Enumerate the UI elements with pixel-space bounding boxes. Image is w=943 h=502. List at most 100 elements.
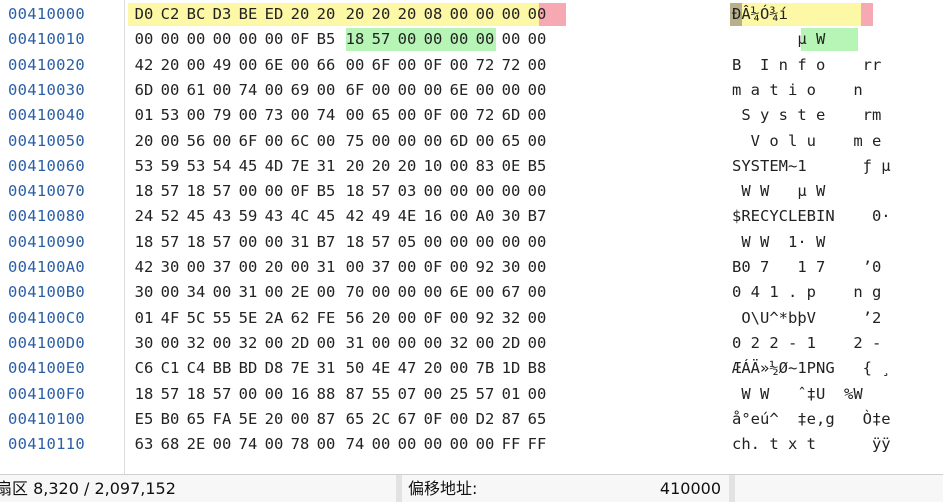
hex-byte[interactable]: 32 xyxy=(501,308,521,327)
hex-byte[interactable]: B7 xyxy=(527,207,547,226)
hex-byte[interactable]: 45 xyxy=(186,207,206,226)
hex-byte[interactable]: 00 xyxy=(290,106,310,125)
hex-byte[interactable]: 42 xyxy=(134,55,154,74)
hex-byte[interactable]: 00 xyxy=(238,106,258,125)
hex-byte[interactable]: 00 xyxy=(160,131,180,150)
hex-byte[interactable]: 00 xyxy=(397,106,417,125)
hex-byte[interactable]: 0F xyxy=(423,106,443,125)
hex-byte[interactable]: 20 xyxy=(134,131,154,150)
hex-byte[interactable]: 00 xyxy=(397,308,417,327)
hex-byte[interactable]: 00 xyxy=(212,131,232,150)
hex-byte[interactable]: 31 xyxy=(316,156,336,175)
hex-byte[interactable]: 00 xyxy=(449,182,469,201)
hex-byte[interactable]: 00 xyxy=(475,5,495,23)
hex-byte[interactable]: 20 xyxy=(371,308,391,327)
hex-byte[interactable]: 57 xyxy=(475,384,495,403)
hex-byte[interactable]: 00 xyxy=(449,30,469,49)
hex-byte[interactable]: 79 xyxy=(212,106,232,125)
hex-byte[interactable]: 57 xyxy=(371,182,391,201)
hex-byte[interactable]: 00 xyxy=(475,435,495,454)
hex-byte[interactable]: 25 xyxy=(449,384,469,403)
hex-view[interactable]: 00410000 D0 C2 BC D3 BE ED 20 20 20 20 20 08 00 00 00 00… xyxy=(0,0,943,474)
hex-byte[interactable]: 01 xyxy=(501,384,521,403)
hex-byte[interactable]: 00 xyxy=(160,80,180,99)
hex-byte[interactable]: 18 xyxy=(345,30,365,49)
hex-byte[interactable]: 00 xyxy=(316,131,336,150)
hex-byte[interactable]: 53 xyxy=(134,156,154,175)
hex-byte[interactable]: 59 xyxy=(160,156,180,175)
hex-byte[interactable]: 00 xyxy=(527,55,547,74)
hex-byte[interactable]: 10 xyxy=(423,156,443,175)
hex-byte[interactable]: 72 xyxy=(501,55,521,74)
hex-byte[interactable]: 00 xyxy=(475,80,495,99)
hex-byte[interactable]: 7B xyxy=(475,359,495,378)
hex-byte[interactable]: 00 xyxy=(371,283,391,302)
hex-byte[interactable]: 31 xyxy=(316,359,336,378)
hex-byte[interactable]: FA xyxy=(212,409,232,428)
hex-byte[interactable]: 31 xyxy=(238,283,258,302)
hex-byte[interactable]: 00 xyxy=(397,131,417,150)
hex-byte[interactable]: 7E xyxy=(290,359,310,378)
hex-byte[interactable]: 75 xyxy=(345,131,365,150)
hex-byte[interactable]: 30 xyxy=(501,258,521,276)
hex-byte[interactable]: B5 xyxy=(316,30,336,49)
hex-byte[interactable]: 00 xyxy=(264,182,284,201)
hex-byte[interactable]: 00 xyxy=(212,283,232,302)
hex-byte[interactable]: 18 xyxy=(134,182,154,201)
hex-byte[interactable]: 05 xyxy=(397,232,417,251)
hex-byte[interactable]: 69 xyxy=(290,80,310,99)
hex-byte[interactable]: 6D xyxy=(134,80,154,99)
hex-byte[interactable]: 20 xyxy=(423,359,443,378)
hex-byte[interactable]: 00 xyxy=(238,55,258,74)
hex-byte[interactable]: 00 xyxy=(475,182,495,201)
hex-byte[interactable]: B5 xyxy=(527,156,547,175)
hex-byte[interactable]: 00 xyxy=(290,409,310,428)
ascii-text[interactable]: W W µ W xyxy=(732,182,826,201)
hex-byte[interactable]: 00 xyxy=(397,258,417,276)
hex-byte[interactable]: B0 xyxy=(160,409,180,428)
hex-byte[interactable]: 00 xyxy=(371,435,391,454)
hex-byte[interactable]: 0F xyxy=(423,55,443,74)
hex-byte[interactable]: 6F xyxy=(371,55,391,74)
hex-byte[interactable]: 5C xyxy=(186,308,206,327)
ascii-text[interactable]: V o l u m e xyxy=(732,131,882,150)
hex-byte[interactable]: 2E xyxy=(290,283,310,302)
hex-byte[interactable]: 65 xyxy=(371,106,391,125)
hex-byte[interactable]: 34 xyxy=(186,283,206,302)
hex-byte[interactable]: 18 xyxy=(186,232,206,251)
hex-byte[interactable]: 30 xyxy=(134,333,154,352)
hex-byte[interactable]: 00 xyxy=(160,333,180,352)
hex-byte[interactable]: 00 xyxy=(527,333,547,352)
hex-byte[interactable]: 20 xyxy=(371,156,391,175)
hex-byte[interactable]: 00 xyxy=(316,80,336,99)
hex-byte[interactable]: 00 xyxy=(423,384,443,403)
hex-byte[interactable]: 00 xyxy=(264,232,284,251)
hex-byte[interactable]: 00 xyxy=(371,333,391,352)
hex-byte[interactable]: BB xyxy=(212,359,232,378)
hex-byte[interactable]: 53 xyxy=(160,106,180,125)
hex-byte[interactable]: FF xyxy=(527,435,547,454)
hex-byte[interactable]: 30 xyxy=(501,207,521,226)
hex-byte[interactable]: 00 xyxy=(501,5,521,23)
hex-byte[interactable]: 00 xyxy=(423,232,443,251)
hex-byte[interactable]: 2D xyxy=(290,333,310,352)
hex-byte[interactable]: 00 xyxy=(290,55,310,74)
hex-byte[interactable]: 00 xyxy=(475,283,495,302)
ascii-text[interactable]: $RECYCLEBIN 0· xyxy=(732,207,891,226)
hex-byte[interactable]: 00 xyxy=(501,80,521,99)
hex-byte[interactable]: 03 xyxy=(397,182,417,201)
hex-byte[interactable]: 00 xyxy=(527,258,547,276)
hex-byte[interactable]: 00 xyxy=(449,207,469,226)
hex-byte[interactable]: 57 xyxy=(212,182,232,201)
hex-byte[interactable]: 20 xyxy=(264,258,284,276)
hex-byte[interactable]: 00 xyxy=(238,384,258,403)
hex-byte[interactable]: 43 xyxy=(212,207,232,226)
hex-byte[interactable]: 59 xyxy=(238,207,258,226)
hex-byte[interactable]: 56 xyxy=(186,131,206,150)
hex-byte[interactable]: 32 xyxy=(449,333,469,352)
hex-byte[interactable]: 00 xyxy=(527,232,547,251)
hex-byte[interactable]: 1D xyxy=(501,359,521,378)
hex-byte[interactable]: 65 xyxy=(345,409,365,428)
hex-byte[interactable]: 53 xyxy=(186,156,206,175)
ascii-text[interactable]: W W 1· W xyxy=(732,232,826,251)
